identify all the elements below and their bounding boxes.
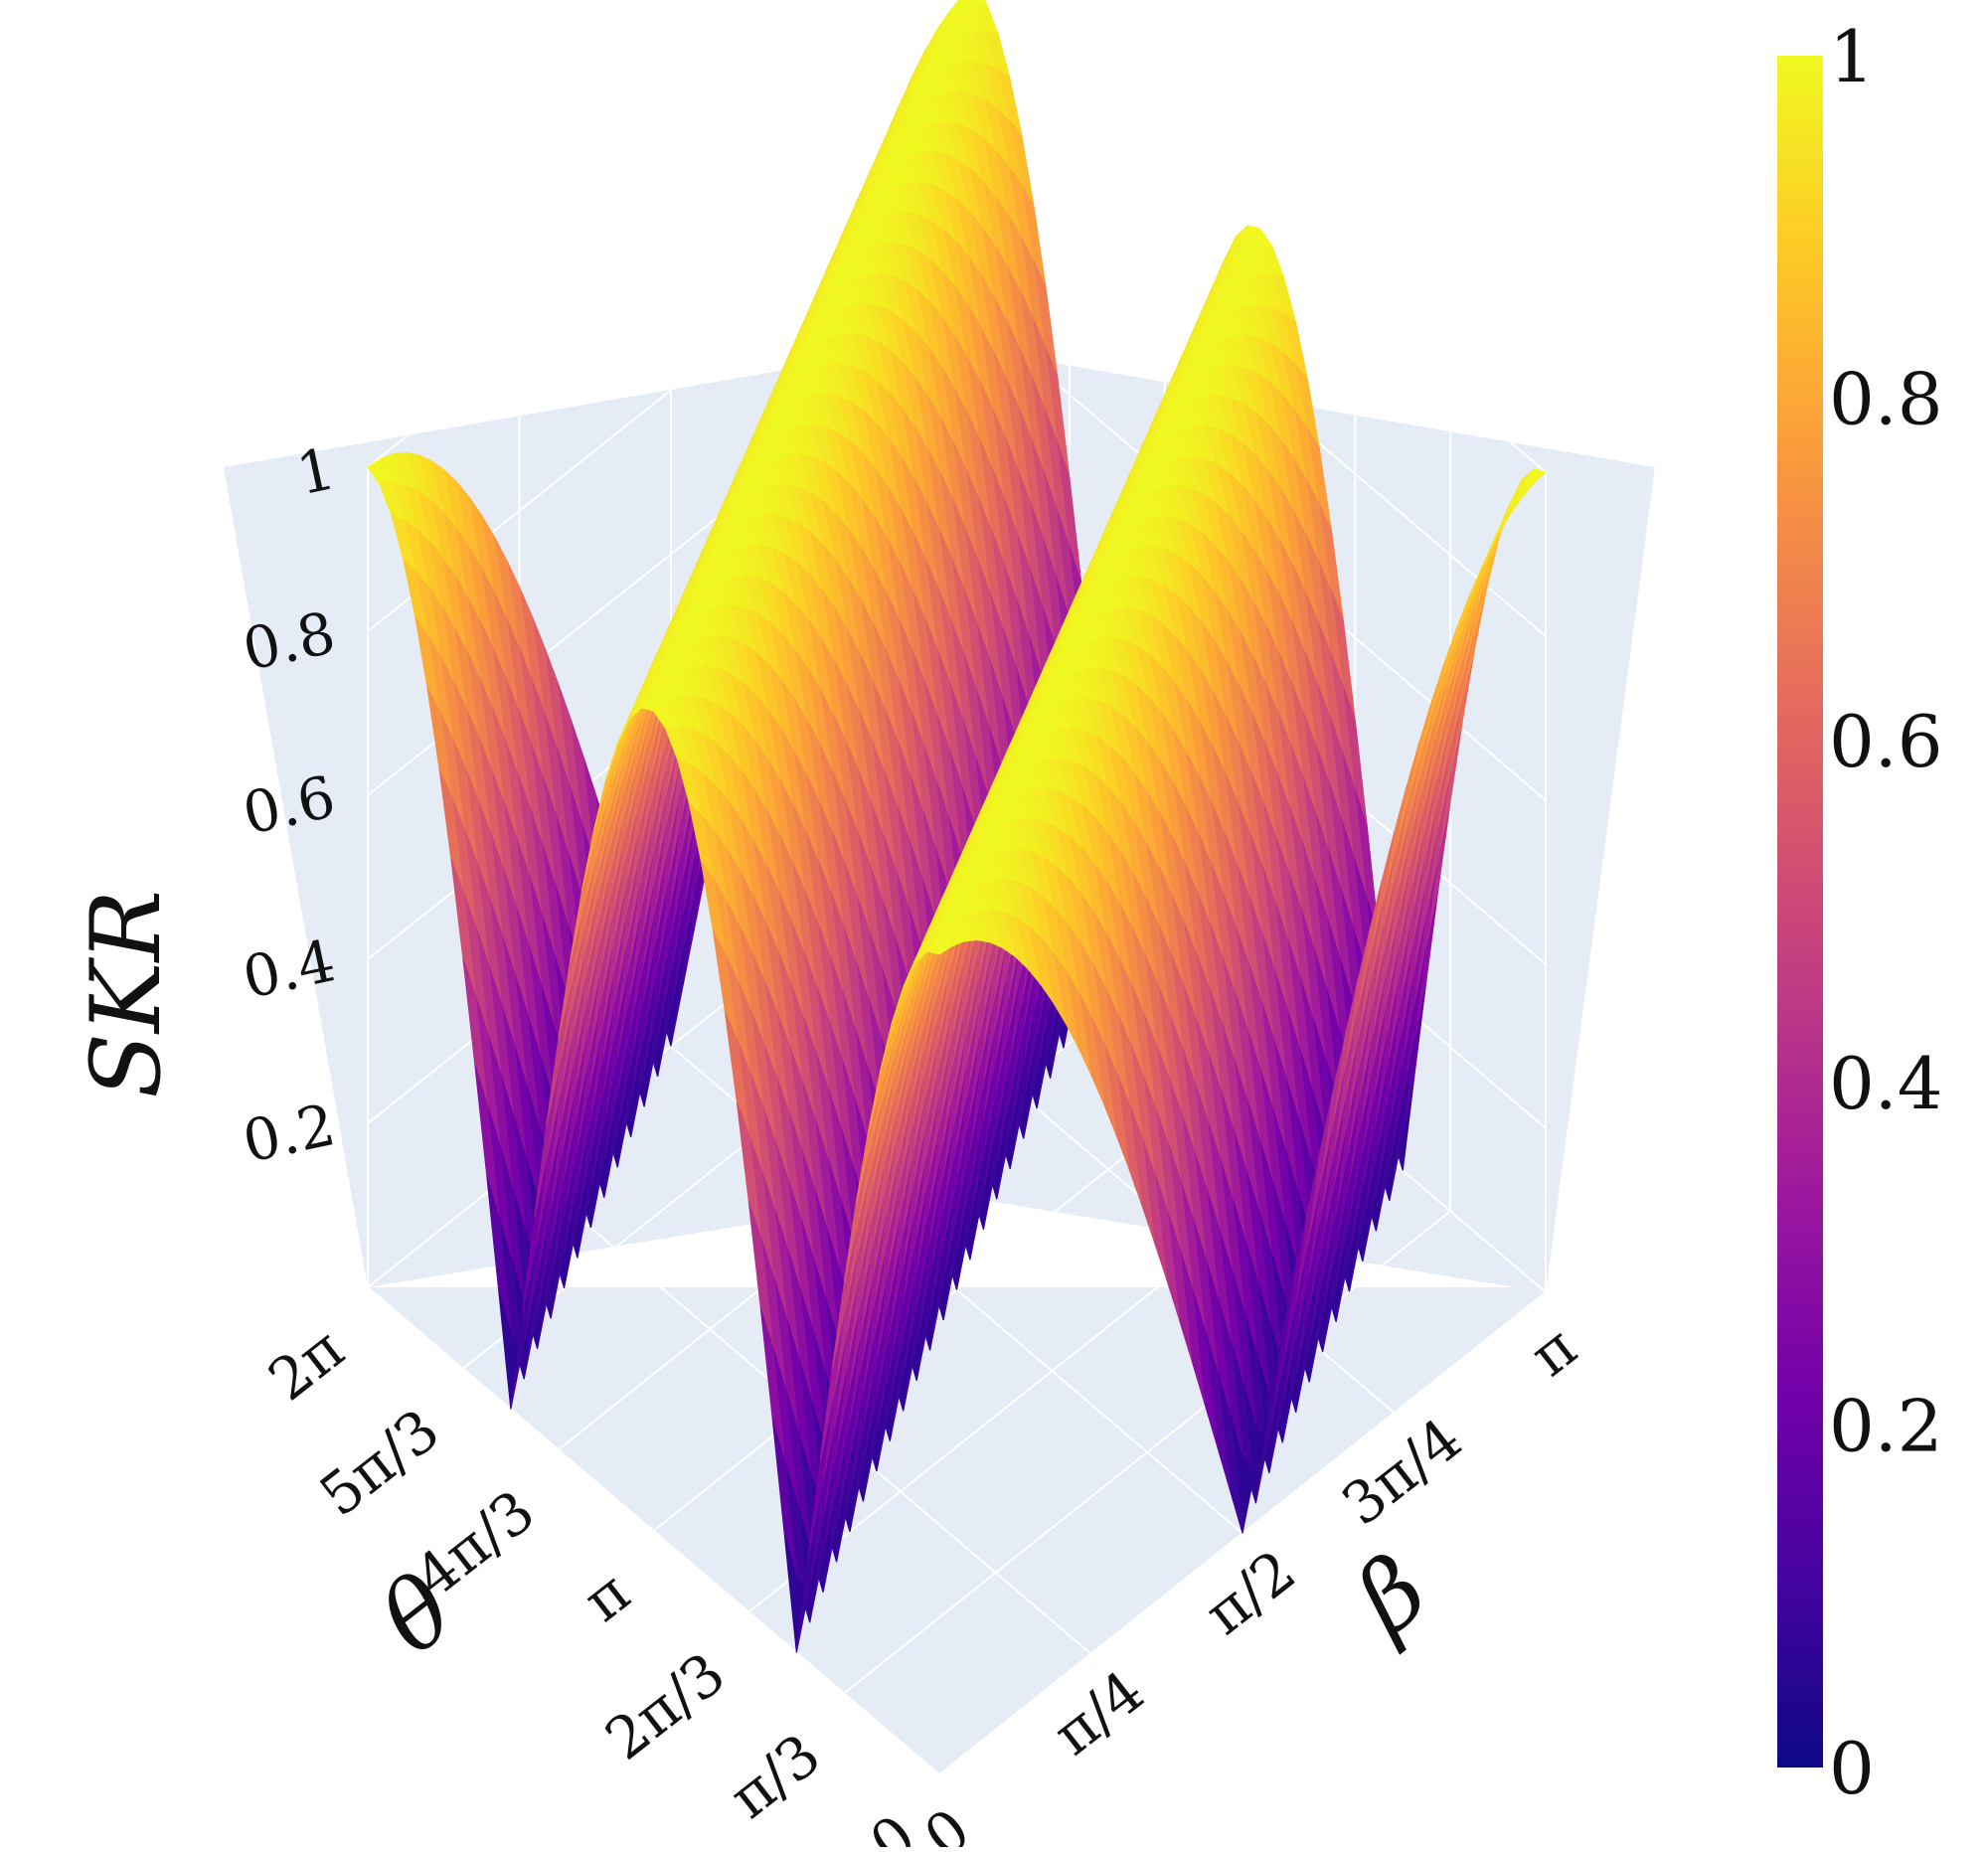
surface-cell xyxy=(926,934,953,955)
colorbar-tick-label: 1 xyxy=(1829,15,1875,98)
colorbar-tick-label: 0.2 xyxy=(1829,1385,1943,1468)
beta-tick-label: π xyxy=(1518,1313,1589,1390)
colorbar-tick-label: 0.8 xyxy=(1829,357,1943,440)
colorbar-tick-label: 0.4 xyxy=(1829,1042,1943,1125)
beta-axis-label: β xyxy=(1333,1534,1447,1657)
colorbar xyxy=(1777,56,1823,1768)
theta-tick-label: 2π/3 xyxy=(592,1639,737,1773)
z-axis-label: SKR xyxy=(71,890,182,1098)
theta-tick-label: π/3 xyxy=(717,1721,832,1832)
theta-tick-label: 5π/3 xyxy=(307,1396,451,1530)
theta-tick-label: π xyxy=(571,1558,642,1634)
colorbar-tick-label: 0.6 xyxy=(1829,700,1943,783)
beta-tick-label: 0 xyxy=(911,1795,982,1847)
surface-mesh xyxy=(367,0,1547,1653)
z-tick-label: 0.2 xyxy=(238,1091,341,1176)
colorbar-tick-label: 0 xyxy=(1829,1727,1875,1810)
colorbar-ticks: 0 0.2 0.4 0.6 0.8 1 xyxy=(1829,15,1943,1810)
theta-tick-label: 2π xyxy=(256,1314,357,1414)
gridline xyxy=(367,0,957,468)
